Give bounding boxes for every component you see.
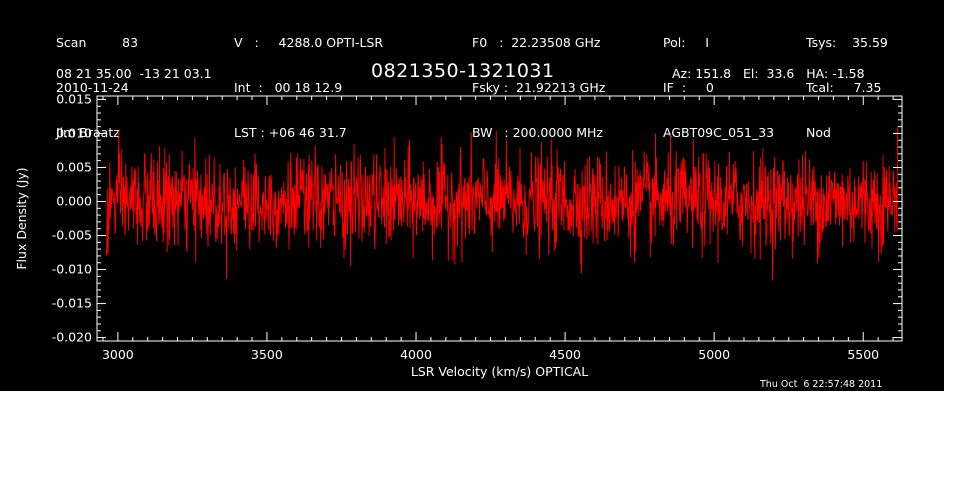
rest-frequency: F0 : 22.23508 GHz: [472, 35, 601, 50]
observation-date: 2010-11-24: [56, 80, 129, 95]
plot-timestamp: Thu Oct 6 22:57:48 2011: [760, 379, 883, 390]
x-tick-label: 5000: [698, 347, 730, 362]
y-tick-label: -0.010: [52, 262, 92, 277]
y-tick-label: 0.000: [56, 193, 92, 208]
y-tick-label: -0.015: [52, 296, 92, 311]
tcal-value: Tcal: 7.35: [806, 80, 882, 95]
x-tick-label: 4000: [400, 347, 432, 362]
axes-box: [96, 95, 903, 342]
bandwidth: BW : 200.0000 MHz: [472, 125, 603, 140]
y-axis-label: Flux Density (Jy): [14, 167, 29, 269]
spectrum-chart: 3000 3500 4000 4500 5000 5500 0.015 0.010 0.005 0…: [14, 91, 903, 379]
lst-value: LST : +06 46 31.7: [234, 125, 347, 140]
x-tick-label: 3000: [102, 347, 134, 362]
tsys-value: Tsys: 35.59: [806, 35, 888, 50]
header-col-pol: Pol: I IF : 0 AGBT09C_051_33: [663, 5, 774, 155]
header-col-velocity: V : 4288.0 OPTI-LSR Int : 00 18 12.9 LST…: [234, 5, 383, 155]
procedure-name: Nod: [806, 125, 831, 140]
header-col-frequency: F0 : 22.23508 GHz Fsky : 21.92213 GHz BW…: [472, 5, 605, 155]
sky-frequency: Fsky : 21.92213 GHz: [472, 80, 606, 95]
velocity-value: V : 4288.0 OPTI-LSR: [234, 35, 384, 50]
x-tick-label: 3500: [251, 347, 283, 362]
y-tick-label: 0.015: [56, 91, 92, 106]
project-id: AGBT09C_051_33: [663, 125, 775, 140]
observer-name: Jim Braatz: [56, 125, 120, 140]
y-tick-label: 0.005: [56, 159, 92, 174]
x-tick-label: 5500: [847, 347, 879, 362]
header-col-scan: Scan 83 2010-11-24 Jim Braatz: [56, 5, 138, 155]
spectrum-series-line: [105, 126, 898, 281]
x-axis-label: LSR Velocity (km/s) OPTICAL: [411, 364, 588, 379]
y-tick-label: 0.010: [56, 125, 92, 140]
header-col-tsys: Tsys: 35.59 Tcal: 7.35 Nod: [806, 5, 888, 155]
az-el-ha: Az: 151.8 El: 33.6 HA: -1.58: [672, 66, 865, 81]
x-tick-label: 4500: [549, 347, 581, 362]
y-tick-label: -0.005: [52, 228, 92, 243]
y-tick-label: -0.020: [52, 330, 92, 345]
source-coordinates: 08 21 35.00 -13 21 03.1: [56, 66, 212, 81]
scan-number: Scan 83: [56, 35, 139, 50]
chart-title: 0821350-1321031: [371, 60, 555, 82]
polarization: Pol: I: [663, 35, 709, 50]
if-number: IF : 0: [663, 80, 714, 95]
integration-time: Int : 00 18 12.9: [234, 80, 343, 95]
